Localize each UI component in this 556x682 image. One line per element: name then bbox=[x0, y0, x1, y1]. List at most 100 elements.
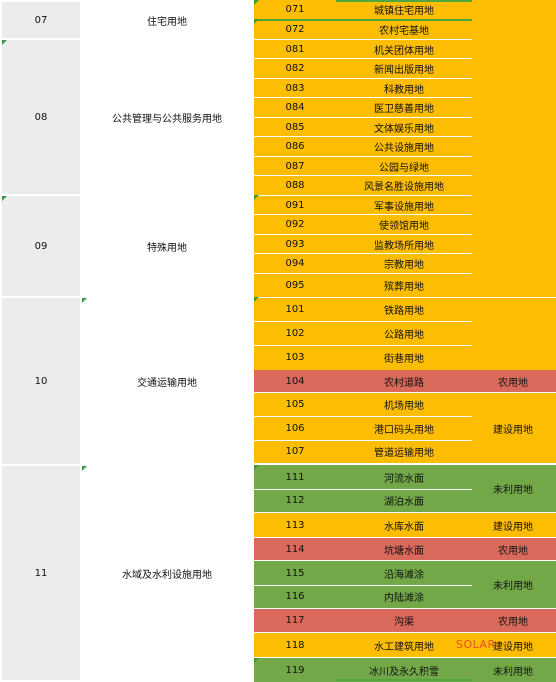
highlight-line bbox=[254, 19, 472, 21]
level2-code-text: 084 bbox=[285, 102, 305, 113]
level2-name-text: 坑塘水面 bbox=[384, 545, 424, 557]
level2-name-text: 风景名胜设施用地 bbox=[364, 182, 444, 193]
level2-name-text: 街巷用地 bbox=[384, 353, 424, 365]
level2-name-text: 宗教用地 bbox=[384, 260, 424, 271]
level2-code-119: 119 bbox=[254, 658, 336, 682]
level2-code-112: 112 bbox=[254, 489, 336, 512]
level2-name-071: 城镇住宅用地 bbox=[336, 0, 472, 19]
row-divider bbox=[254, 234, 472, 235]
level2-code-text: 086 bbox=[285, 141, 305, 152]
category-text: 农用地 bbox=[498, 377, 528, 389]
level2-code-086: 086 bbox=[254, 137, 336, 156]
level2-name-092: 使领馆用地 bbox=[336, 215, 472, 234]
category-text: 未利用地 bbox=[493, 485, 533, 496]
level2-code-text: 091 bbox=[285, 199, 305, 211]
level2-name-text: 河流水面 bbox=[384, 473, 424, 485]
level2-code-text: 094 bbox=[285, 258, 305, 269]
level2-name-113: 水库水面 bbox=[336, 513, 472, 537]
level2-code-111: 111 bbox=[254, 465, 336, 489]
row-divider bbox=[254, 156, 472, 157]
level2-name-text: 城镇住宅用地 bbox=[374, 6, 434, 17]
level2-code-085: 085 bbox=[254, 117, 336, 137]
level1-code-text: 11 bbox=[34, 567, 48, 579]
row-divider bbox=[254, 195, 472, 196]
level2-code-text: 115 bbox=[285, 567, 305, 579]
level1-name-text: 水域及水利设施用地 bbox=[122, 569, 212, 581]
level1-name-text: 交通运输用地 bbox=[137, 377, 197, 389]
watermark: SOLAR bbox=[456, 638, 496, 651]
level1-code-10: 10 bbox=[2, 298, 80, 464]
level2-name-text: 农村宅基地 bbox=[379, 25, 429, 37]
level2-name-111: 河流水面 bbox=[336, 465, 472, 489]
level2-name-text: 公路用地 bbox=[384, 329, 424, 341]
row-divider bbox=[254, 585, 472, 586]
level1-code-09: 09 bbox=[2, 196, 80, 296]
level2-name-094: 宗教用地 bbox=[336, 254, 472, 273]
level2-name-text: 水库水面 bbox=[384, 521, 424, 533]
category-104: 农用地 bbox=[472, 370, 554, 392]
level2-name-083: 科教用地 bbox=[336, 78, 472, 98]
level2-code-text: 083 bbox=[285, 82, 305, 94]
level2-name-087: 公园与绿地 bbox=[336, 156, 472, 176]
level2-code-text: 113 bbox=[285, 519, 305, 531]
level2-name-text: 冰川及永久积雪 bbox=[369, 666, 439, 678]
level2-code-093: 093 bbox=[254, 234, 336, 254]
row-divider bbox=[254, 97, 472, 98]
level1-code-text: 10 bbox=[34, 375, 48, 387]
level2-name-text: 公共设施用地 bbox=[374, 143, 434, 154]
level2-code-071: 071 bbox=[254, 0, 336, 19]
level2-code-text: 093 bbox=[285, 238, 305, 250]
level1-code-text: 07 bbox=[34, 14, 48, 26]
row-divider bbox=[254, 39, 472, 40]
cell-marker-icon bbox=[2, 40, 7, 45]
level2-name-114: 坑塘水面 bbox=[336, 538, 472, 560]
level2-code-text: 106 bbox=[285, 422, 305, 434]
level2-code-text: 105 bbox=[285, 399, 305, 410]
unused-block-115-116 bbox=[254, 561, 556, 608]
level2-name-091: 军事设施用地 bbox=[336, 195, 472, 215]
level2-name-085: 文体娱乐用地 bbox=[336, 117, 472, 137]
level2-code-text: 102 bbox=[285, 327, 305, 339]
level2-code-102: 102 bbox=[254, 321, 336, 345]
row-divider bbox=[254, 136, 472, 137]
level2-name-text: 港口码头用地 bbox=[374, 424, 434, 436]
level2-name-095: 殡葬用地 bbox=[336, 273, 472, 297]
level2-name-text: 沿海滩涂 bbox=[384, 569, 424, 581]
level2-code-text: 087 bbox=[285, 160, 305, 172]
level2-name-115: 沿海滩涂 bbox=[336, 561, 472, 585]
level2-code-text: 116 bbox=[285, 591, 305, 602]
level2-code-text: 088 bbox=[285, 180, 305, 191]
level2-name-text: 水工建筑用地 bbox=[374, 641, 434, 653]
level1-name-text: 公共管理与公共服务用地 bbox=[112, 113, 222, 125]
cell-marker-icon bbox=[254, 195, 259, 200]
level1-name-09: 特殊用地 bbox=[82, 196, 252, 296]
category-text: 建设用地 bbox=[493, 424, 533, 436]
category-text: 农用地 bbox=[498, 545, 528, 557]
category-115-116: 未利用地 bbox=[472, 561, 554, 608]
row-divider bbox=[254, 489, 472, 490]
level1-name-11: 水域及水利设施用地 bbox=[82, 466, 252, 680]
level1-code-text: 08 bbox=[34, 111, 48, 123]
row-divider bbox=[254, 214, 472, 215]
level2-name-text: 医卫慈善用地 bbox=[374, 104, 434, 115]
level2-code-083: 083 bbox=[254, 78, 336, 98]
level2-name-118: 水工建筑用地 bbox=[336, 633, 472, 657]
cell-marker-icon bbox=[254, 0, 259, 5]
category-113: 建设用地 bbox=[472, 513, 554, 537]
construction-row-113 bbox=[254, 513, 556, 537]
row-divider bbox=[254, 297, 556, 298]
level2-name-text: 监教场所用地 bbox=[374, 240, 434, 252]
level2-name-101: 铁路用地 bbox=[336, 297, 472, 321]
level2-name-081: 机关团体用地 bbox=[336, 39, 472, 59]
cell-marker-icon bbox=[82, 298, 87, 303]
level2-code-103: 103 bbox=[254, 345, 336, 369]
level2-code-088: 088 bbox=[254, 176, 336, 195]
level2-name-102: 公路用地 bbox=[336, 321, 472, 345]
level1-name-08: 公共管理与公共服务用地 bbox=[82, 40, 252, 194]
level2-code-092: 092 bbox=[254, 215, 336, 234]
construction-block-105-107 bbox=[254, 393, 556, 463]
row-divider bbox=[254, 253, 472, 254]
level1-code-08: 08 bbox=[2, 40, 80, 194]
level2-code-081: 081 bbox=[254, 39, 336, 59]
level2-name-text: 殡葬用地 bbox=[384, 281, 424, 293]
